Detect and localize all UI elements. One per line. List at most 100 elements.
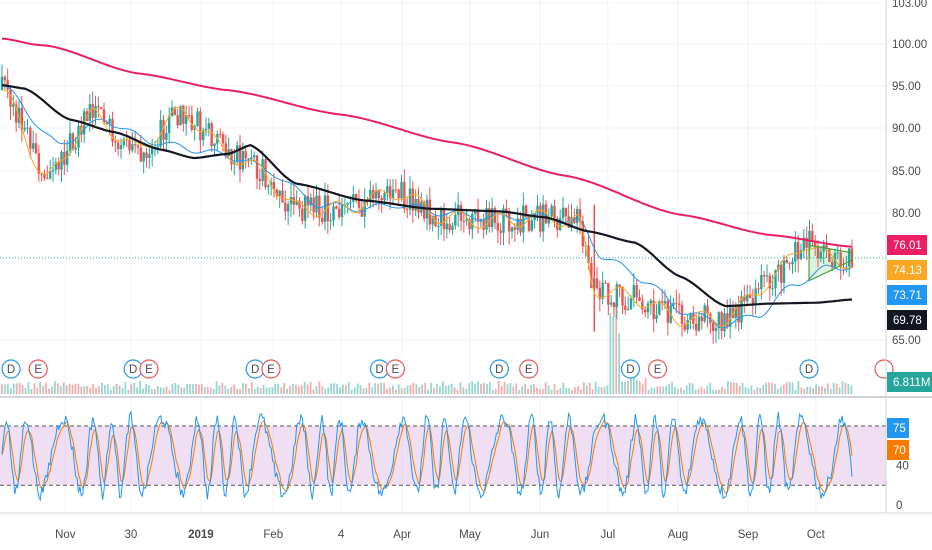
volume-bar <box>835 383 838 394</box>
candle-body <box>459 205 463 221</box>
moving-averages <box>1 37 853 329</box>
volume-bar <box>71 384 74 394</box>
volume-bar <box>180 387 183 394</box>
volume-bar <box>127 389 130 394</box>
volume-bar <box>309 382 312 394</box>
candle-body <box>604 282 607 284</box>
volume-bar <box>86 386 89 394</box>
time-axis-tick: May <box>459 529 481 541</box>
volume-bar <box>450 383 453 394</box>
candle-body <box>609 302 613 305</box>
volume-bar <box>174 382 177 394</box>
volume-bar <box>785 382 788 394</box>
volume-bar <box>186 384 189 394</box>
candle-body <box>768 275 772 289</box>
candle-body <box>281 190 284 203</box>
volume-bar <box>289 385 291 394</box>
candle-body <box>624 305 627 310</box>
candle-body <box>711 323 715 331</box>
price-labels <box>887 235 932 392</box>
candle-body <box>119 144 123 150</box>
candle-body <box>686 320 689 330</box>
volume-bar <box>433 387 435 394</box>
volume-bar <box>327 387 330 394</box>
candle-body <box>295 200 298 205</box>
volume-bar <box>624 381 626 394</box>
volume-bar <box>265 387 268 394</box>
candle-body <box>714 328 718 331</box>
volume-bar <box>477 381 479 394</box>
candle-body <box>57 162 60 170</box>
volume-bar <box>118 385 121 394</box>
volume-bar <box>403 387 406 394</box>
candle-body <box>468 219 471 230</box>
dividend-marker <box>489 359 509 379</box>
candle-body <box>785 260 789 264</box>
volume-bar <box>809 386 812 394</box>
oscillator-labels <box>887 418 909 460</box>
candle-body <box>527 217 531 231</box>
candle-body <box>303 196 307 221</box>
candle-body <box>666 301 670 323</box>
volume-bar <box>400 388 403 394</box>
volume-bar <box>51 386 53 394</box>
candle-body <box>122 139 126 145</box>
volume-bar <box>306 384 309 394</box>
volume-bar <box>483 382 485 394</box>
volume-bar <box>394 389 397 394</box>
volume-bar <box>283 383 286 394</box>
volume-bar <box>794 389 797 394</box>
ma20-line <box>1 85 853 329</box>
candle-body <box>34 143 38 154</box>
candle-body <box>635 285 638 298</box>
volume-bar <box>527 388 529 394</box>
volume-bar <box>444 385 447 394</box>
volume-bar <box>494 388 497 394</box>
volume-bar <box>259 387 262 394</box>
candle-body <box>142 152 145 162</box>
volume-bar <box>386 388 388 394</box>
candle-body <box>794 242 797 262</box>
candle-body <box>31 143 35 149</box>
volume-bar <box>436 383 438 394</box>
volume-bar <box>486 383 488 394</box>
volume-bar <box>762 384 765 394</box>
candle-body <box>136 145 140 148</box>
candle-body <box>646 303 650 313</box>
oscillator-axis-tick: 40 <box>896 461 909 473</box>
volume-bar <box>538 389 541 394</box>
candle-body <box>808 230 811 248</box>
volume-bar <box>68 383 71 394</box>
volume-bar <box>768 382 770 394</box>
candle-body <box>677 303 681 305</box>
volume-bar <box>1 384 3 394</box>
candle-body <box>473 209 477 214</box>
time-axis-tick: Apr <box>393 529 411 541</box>
candle-body <box>734 305 738 319</box>
candle-body <box>108 118 111 124</box>
stochastic-k-line <box>1 410 853 502</box>
volume-bar <box>724 388 726 394</box>
candle-body <box>626 309 630 311</box>
candle-body <box>360 207 364 217</box>
time-axis-tick: 4 <box>338 529 345 541</box>
candle-body <box>462 220 466 222</box>
volume-bar <box>312 389 315 394</box>
overbought-oversold-band <box>0 426 886 486</box>
volume-bar <box>818 386 820 394</box>
candle-body <box>519 218 522 233</box>
candle-body <box>323 195 327 222</box>
volume-bar <box>409 384 412 394</box>
earnings-marker-circle <box>139 359 159 379</box>
volume-bar <box>36 387 39 394</box>
volume-bar <box>691 383 694 394</box>
candle-body <box>805 237 808 248</box>
price-label-bg <box>887 235 927 255</box>
volume-bar <box>365 387 368 394</box>
candle-body <box>706 305 709 314</box>
volume-bar <box>838 387 841 394</box>
candle-body <box>182 105 185 124</box>
volume-bar <box>665 385 668 394</box>
volume-bar <box>738 386 741 394</box>
volume-bar <box>756 387 759 394</box>
